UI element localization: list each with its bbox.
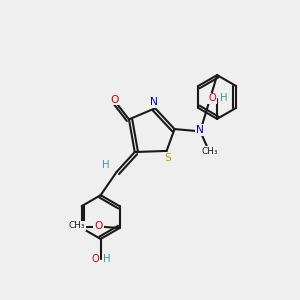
Text: N: N — [150, 97, 158, 107]
Text: CH₃: CH₃ — [202, 147, 218, 156]
Text: H: H — [220, 93, 227, 103]
Text: O: O — [208, 93, 216, 103]
Text: O: O — [94, 221, 103, 231]
Text: O: O — [110, 94, 118, 104]
Text: O: O — [92, 254, 99, 264]
Text: CH₃: CH₃ — [69, 221, 85, 230]
Text: H: H — [102, 160, 109, 170]
Text: S: S — [164, 153, 171, 163]
Text: H: H — [103, 254, 111, 264]
Text: N: N — [196, 125, 204, 135]
